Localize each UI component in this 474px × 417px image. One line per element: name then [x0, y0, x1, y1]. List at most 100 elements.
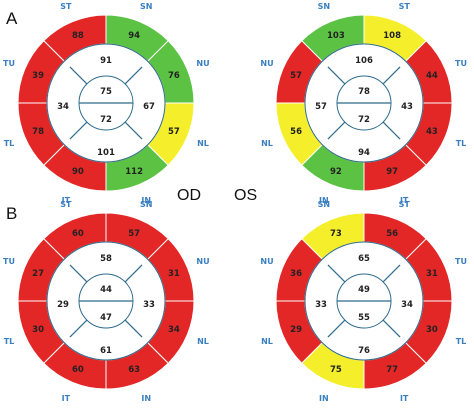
sector-nu-label: NU	[196, 59, 209, 68]
sector-sn-label: SN	[318, 200, 330, 209]
sector-nu-value: 36	[290, 269, 302, 279]
sector-tl-value: 43	[426, 127, 438, 137]
quadrant-temporal-value: 34	[401, 300, 413, 310]
quadrant-divider	[69, 264, 88, 283]
quadrant-divider	[382, 121, 401, 140]
sector-in-value: 92	[330, 167, 342, 177]
quadrant-nasal-value: 33	[315, 300, 327, 310]
sector-tu-value: 27	[32, 269, 44, 279]
quadrant-superior-value: 65	[358, 254, 370, 264]
sector-st-value: 56	[386, 229, 398, 239]
sector-nl-label: NL	[197, 337, 209, 346]
sector-it-value: 60	[72, 365, 84, 375]
center-upper-value: 78	[358, 87, 370, 97]
sector-it-value: 97	[386, 167, 398, 177]
quadrant-divider	[327, 66, 346, 85]
quadrant-divider	[124, 319, 143, 338]
sector-in-label: IN	[141, 196, 151, 205]
sector-tl-label: TL	[456, 337, 467, 346]
panel-letter-a: A	[6, 9, 18, 28]
sector-nl-value: 34	[168, 325, 180, 335]
sector-nl-label: NL	[261, 139, 273, 148]
sector-st-value: 88	[72, 31, 84, 41]
eye-label-od: OD	[177, 187, 201, 204]
sector-it-label: IT	[62, 196, 71, 205]
sector-nl-value: 29	[290, 325, 302, 335]
quadrant-nasal-value: 57	[315, 102, 327, 112]
center-upper-value: 49	[358, 285, 370, 295]
center-upper-value: 75	[100, 87, 112, 97]
sector-tl-label: TL	[456, 139, 467, 148]
quadrant-divider	[382, 66, 401, 85]
center-lower-value: 47	[100, 313, 112, 323]
quadrant-divider	[327, 121, 346, 140]
panel-letter-b: B	[6, 204, 17, 223]
quadrant-divider	[69, 66, 88, 85]
quadrant-temporal-value: 29	[57, 300, 69, 310]
sector-it-value: 90	[72, 167, 84, 177]
quadrant-inferior-value: 76	[358, 346, 370, 356]
sector-nu-label: NU	[196, 257, 209, 266]
sector-st-label: ST	[399, 200, 411, 209]
sector-tu-value: 31	[426, 269, 438, 279]
quadrant-temporal-value: 34	[57, 102, 69, 112]
sector-it-value: 77	[386, 365, 398, 375]
quadrant-divider	[124, 121, 143, 140]
sector-sn-label: SN	[318, 2, 330, 11]
sector-tl-value: 78	[32, 127, 44, 137]
sector-it-label: IT	[400, 394, 409, 403]
sector-st-value: 108	[383, 31, 401, 41]
sector-st-value: 60	[72, 229, 84, 239]
quadrant-inferior-value: 61	[100, 346, 112, 356]
sector-tu-label: TU	[455, 59, 467, 68]
quadrant-divider	[124, 66, 143, 85]
sector-sn-value: 57	[128, 229, 140, 239]
sector-tl-value: 30	[426, 325, 438, 335]
sector-nu-value: 31	[168, 269, 180, 279]
sector-tu-value: 39	[32, 71, 44, 81]
sector-tu-label: TU	[3, 257, 15, 266]
quadrant-superior-value: 58	[100, 254, 112, 264]
sector-nl-label: NL	[261, 337, 273, 346]
rnfl-plot-p1-0: 60 ST 57 SN 31 NU 34 NL 63 IN 60 IT 30 TL 27 TU 58 61 29 33…	[3, 200, 210, 403]
quadrant-temporal-value: 43	[401, 102, 413, 112]
sector-sn-label: SN	[140, 2, 152, 11]
sector-in-label: IN	[319, 196, 329, 205]
sector-st-label: ST	[60, 2, 72, 11]
quadrant-nasal-value: 67	[143, 102, 155, 112]
sector-nu-value: 57	[290, 71, 302, 81]
sector-in-value: 112	[125, 167, 143, 177]
quadrant-divider	[124, 264, 143, 283]
rnfl-plot-p0-1: 108 ST 103 SN 57 NU 56 NL 92 IN 97 IT 43 TL 44 TU 106 94 4…	[260, 2, 467, 205]
sector-nl-value: 56	[290, 127, 302, 137]
sector-nl-label: NL	[197, 139, 209, 148]
sector-it-label: IT	[400, 196, 409, 205]
rnfl-plot-p0-0: 88 ST 94 SN 76 NU 57 NL 112 IN 90 IT 78 TL 39 TU 91 101 34…	[3, 2, 210, 205]
sector-tu-value: 44	[426, 71, 438, 81]
sector-in-value: 75	[330, 365, 342, 375]
quadrant-divider	[327, 319, 346, 338]
sector-tl-value: 30	[32, 325, 44, 335]
quadrant-nasal-value: 33	[143, 300, 155, 310]
sector-tl-label: TL	[4, 337, 15, 346]
center-lower-value: 55	[358, 313, 370, 323]
center-lower-value: 72	[100, 115, 112, 125]
rnfl-plot-p1-1: 56 ST 73 SN 36 NU 29 NL 75 IN 77 IT 30 TL 31 TU 65 76 34 33…	[260, 200, 467, 403]
sector-it-label: IT	[62, 394, 71, 403]
sector-st-label: ST	[60, 200, 72, 209]
sector-sn-value: 103	[327, 31, 345, 41]
quadrant-superior-value: 91	[100, 56, 112, 66]
sector-sn-value: 73	[330, 229, 342, 239]
quadrant-divider	[69, 121, 88, 140]
sector-sn-value: 94	[128, 31, 140, 41]
quadrant-divider	[382, 319, 401, 338]
sector-in-value: 63	[128, 365, 140, 375]
sector-nu-label: NU	[260, 59, 273, 68]
sector-sn-label: SN	[140, 200, 152, 209]
sector-in-label: IN	[319, 394, 329, 403]
eye-label-os: OS	[234, 187, 257, 204]
sector-in-label: IN	[141, 394, 151, 403]
quadrant-inferior-value: 101	[97, 148, 115, 158]
sector-tu-label: TU	[455, 257, 467, 266]
